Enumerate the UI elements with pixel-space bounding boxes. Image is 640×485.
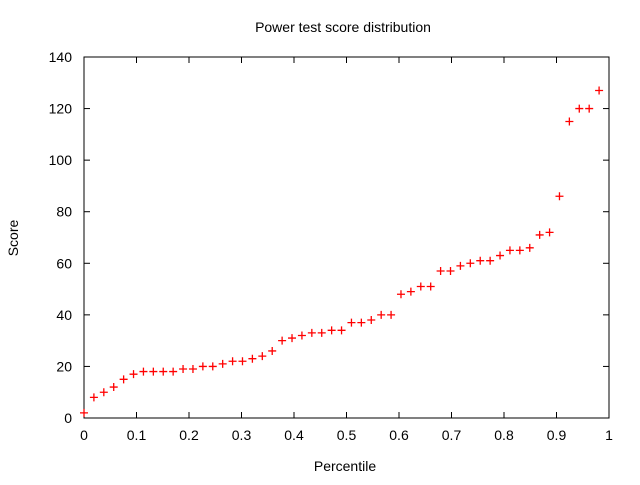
- data-point: [288, 334, 297, 343]
- chart-title: Power test score distribution: [255, 19, 431, 35]
- data-point: [297, 331, 306, 340]
- y-tick-label: 140: [49, 49, 73, 65]
- y-axis-label: Score: [5, 220, 21, 257]
- data-point: [188, 365, 197, 374]
- data-point: [278, 336, 287, 345]
- data-point: [515, 246, 524, 255]
- data-point: [416, 282, 425, 291]
- data-point: [476, 256, 485, 265]
- data-point: [89, 393, 98, 402]
- data-point: [466, 259, 475, 268]
- data-point: [525, 243, 534, 252]
- data-point: [307, 328, 316, 337]
- y-tick-label: 0: [64, 410, 72, 426]
- x-tick-label: 0.2: [179, 427, 199, 443]
- data-point: [565, 117, 574, 126]
- data-point: [327, 326, 336, 335]
- data-point: [456, 261, 465, 270]
- y-tick-label: 120: [49, 101, 73, 117]
- y-tick-label: 100: [49, 152, 73, 168]
- data-point: [208, 362, 217, 371]
- x-tick-label: 0.5: [337, 427, 357, 443]
- data-point: [228, 357, 237, 366]
- y-tick-label: 20: [56, 358, 72, 374]
- data-point: [387, 310, 396, 319]
- x-tick-label: 0.8: [494, 427, 514, 443]
- data-point: [139, 367, 148, 376]
- data-point: [218, 359, 227, 368]
- data-point: [535, 230, 544, 239]
- data-point: [406, 287, 415, 296]
- x-axis-label: Percentile: [314, 458, 376, 474]
- data-point: [317, 328, 326, 337]
- data-point: [169, 367, 178, 376]
- data-point: [80, 408, 88, 417]
- data-point: [198, 362, 207, 371]
- data-point: [446, 267, 455, 276]
- data-point: [367, 316, 376, 325]
- x-tick-label: 0.1: [127, 427, 147, 443]
- data-point: [555, 192, 564, 201]
- data-point: [585, 104, 594, 113]
- data-point: [575, 104, 584, 113]
- x-tick-label: 0.3: [232, 427, 252, 443]
- y-tick-label: 40: [56, 307, 72, 323]
- y-tick-label: 80: [56, 204, 72, 220]
- data-point: [248, 354, 257, 363]
- data-point: [347, 318, 356, 327]
- x-tick-label: 0.9: [547, 427, 567, 443]
- data-point: [496, 251, 505, 260]
- data-point: [109, 383, 118, 392]
- data-point: [377, 310, 386, 319]
- data-point: [119, 375, 128, 384]
- data-point: [337, 326, 346, 335]
- data-point: [268, 346, 277, 355]
- data-point: [159, 367, 168, 376]
- x-tick-label: 0: [80, 427, 88, 443]
- data-point: [99, 388, 108, 397]
- plot-frame: [83, 56, 610, 419]
- data-point: [129, 370, 138, 379]
- data-point: [258, 352, 267, 361]
- data-point: [436, 267, 445, 276]
- data-point: [545, 228, 554, 237]
- x-tick-label: 0.7: [442, 427, 462, 443]
- data-point: [426, 282, 435, 291]
- y-tick-label: 60: [56, 255, 72, 271]
- data-point: [396, 290, 405, 299]
- x-tick-label: 1: [605, 427, 613, 443]
- data-point: [357, 318, 366, 327]
- data-point: [238, 357, 247, 366]
- data-point: [505, 246, 514, 255]
- data-point: [149, 367, 158, 376]
- data-point: [595, 86, 604, 95]
- x-tick-label: 0.6: [389, 427, 409, 443]
- data-point: [486, 256, 495, 265]
- data-point: [179, 365, 188, 374]
- x-tick-label: 0.4: [284, 427, 304, 443]
